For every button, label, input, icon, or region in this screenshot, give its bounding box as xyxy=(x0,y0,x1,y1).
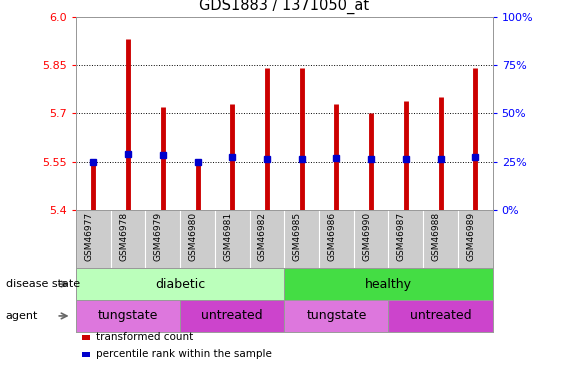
Text: GSM46980: GSM46980 xyxy=(189,212,198,261)
Text: GSM46990: GSM46990 xyxy=(362,212,371,261)
Text: healthy: healthy xyxy=(365,278,412,291)
Text: GSM46986: GSM46986 xyxy=(328,212,337,261)
Text: tungstate: tungstate xyxy=(306,309,367,322)
Text: GSM46982: GSM46982 xyxy=(258,212,267,261)
Bar xyxy=(180,300,284,332)
Text: GSM46987: GSM46987 xyxy=(397,212,406,261)
Text: untreated: untreated xyxy=(202,309,263,322)
Text: GSM46988: GSM46988 xyxy=(432,212,441,261)
Bar xyxy=(388,300,493,332)
Text: transformed count: transformed count xyxy=(96,333,194,342)
Text: disease state: disease state xyxy=(6,279,80,289)
Text: GSM46989: GSM46989 xyxy=(466,212,475,261)
Bar xyxy=(76,268,284,300)
Bar xyxy=(284,300,388,332)
Bar xyxy=(284,268,493,300)
Text: tungstate: tungstate xyxy=(98,309,158,322)
Text: GSM46977: GSM46977 xyxy=(84,212,93,261)
Text: percentile rank within the sample: percentile rank within the sample xyxy=(96,350,272,359)
Text: diabetic: diabetic xyxy=(155,278,205,291)
Title: GDS1883 / 1371050_at: GDS1883 / 1371050_at xyxy=(199,0,369,14)
Text: GSM46978: GSM46978 xyxy=(119,212,128,261)
Text: GSM46979: GSM46979 xyxy=(154,212,163,261)
Text: untreated: untreated xyxy=(410,309,471,322)
Text: GSM46981: GSM46981 xyxy=(224,212,233,261)
Bar xyxy=(76,300,180,332)
Text: GSM46985: GSM46985 xyxy=(293,212,302,261)
Text: agent: agent xyxy=(6,311,38,321)
